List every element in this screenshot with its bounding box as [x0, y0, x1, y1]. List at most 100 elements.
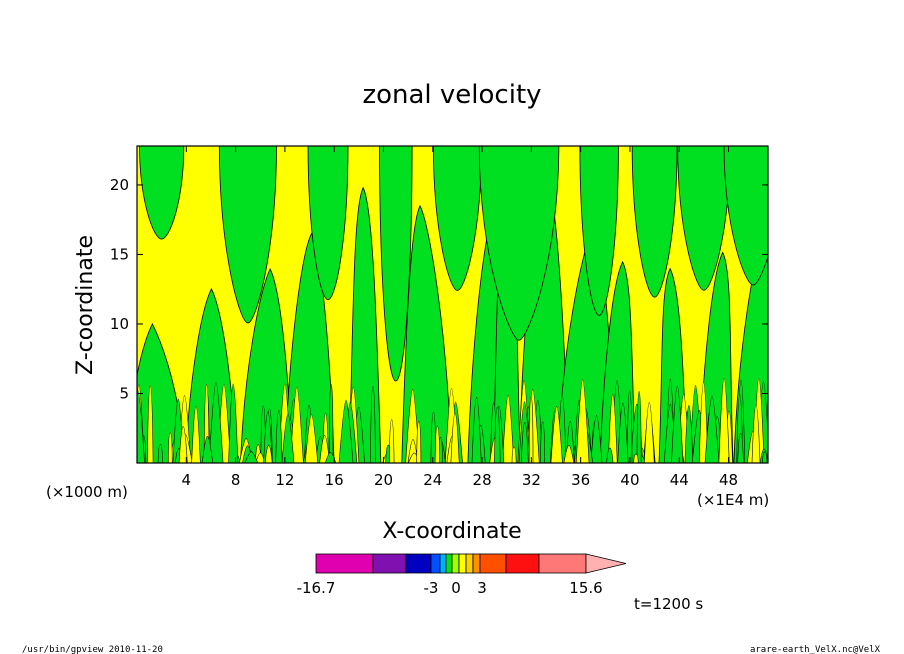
contour-finger	[550, 405, 563, 463]
colorbar-segment	[315, 553, 374, 574]
x-axis-label: X-coordinate	[382, 519, 521, 544]
contour-finger	[338, 399, 354, 463]
contour-finger	[389, 419, 395, 463]
contour-finger	[644, 402, 655, 463]
contour-plume	[599, 260, 636, 463]
plot-frame	[136, 145, 769, 464]
colorbar-segment	[405, 553, 432, 574]
x-tick-label: 12	[275, 471, 294, 489]
x-unit-right: (×1E4 m)	[697, 491, 769, 509]
y-tick-label: 10	[110, 315, 129, 333]
contour-finger	[502, 394, 515, 463]
chart-title: zonal velocity	[362, 80, 541, 110]
x-tick-label: 4	[182, 471, 192, 489]
contour-upper-cell	[218, 146, 277, 324]
contour-upper-cell	[379, 146, 413, 382]
contour-finger	[281, 413, 295, 463]
contour-finger	[228, 383, 239, 463]
contour-finger	[208, 381, 224, 463]
x-tick-label: 8	[231, 471, 241, 489]
colorbar-segment	[538, 553, 587, 574]
x-unit-left: (×1000 m)	[46, 483, 128, 501]
contour-upper-cell	[478, 146, 560, 341]
contour-finger	[704, 395, 720, 463]
colorbar-segment	[505, 553, 540, 574]
contour-finger	[762, 451, 768, 463]
contour-finger	[416, 421, 422, 463]
x-tick-label: 20	[374, 471, 393, 489]
contour-upper-cell	[432, 146, 482, 291]
colorbar-label: 15.6	[569, 579, 602, 597]
time-label: t=1200 s	[634, 595, 703, 613]
contour-finger	[494, 406, 501, 463]
footer-left: /usr/bin/gpview 2010-11-20	[22, 645, 163, 654]
x-tick-label: 32	[522, 471, 541, 489]
contour-finger	[684, 405, 694, 463]
contour-finger	[671, 385, 684, 463]
contour-upper-cell	[579, 146, 619, 316]
contour-finger	[698, 382, 709, 463]
colorbar-arrow	[585, 553, 627, 574]
colorbar-segment	[451, 553, 460, 574]
plot-area	[136, 145, 769, 464]
colorbar	[315, 553, 627, 574]
contour-finger	[520, 422, 529, 463]
contour-upper-cell	[723, 146, 768, 286]
contour-finger	[633, 453, 639, 463]
colorbar-segment	[458, 553, 467, 574]
contour-finger	[264, 445, 273, 463]
contour-finger	[540, 421, 545, 463]
contour-finger	[617, 402, 629, 463]
contour-finger	[178, 426, 188, 463]
colorbar-segment	[430, 553, 441, 574]
x-tick-label: 40	[620, 471, 639, 489]
contour-finger	[324, 452, 337, 463]
contour-field	[137, 146, 768, 463]
contour-finger	[606, 447, 614, 463]
colorbar-label: -3	[424, 579, 439, 597]
x-tick-label: 48	[719, 471, 738, 489]
contour-finger	[157, 443, 163, 463]
x-tick-label: 44	[670, 471, 689, 489]
contour-finger	[511, 446, 517, 463]
contour-finger	[289, 386, 304, 463]
contour-finger	[450, 412, 460, 463]
contour-finger	[275, 409, 283, 463]
colorbar-labels: -16.7 -3 0 3 15.6	[297, 579, 603, 597]
x-tick-label: 28	[473, 471, 492, 489]
colorbar-segment	[445, 553, 453, 574]
contour-finger	[590, 415, 603, 463]
contour-finger	[627, 390, 633, 463]
y-tick-label: 20	[110, 176, 129, 194]
x-tick-label: 24	[423, 471, 442, 489]
contour-finger	[718, 378, 730, 463]
contour-finger	[370, 385, 376, 463]
contour-upper-cell	[307, 146, 349, 301]
contour-finger	[751, 404, 761, 463]
colorbar-segment	[372, 553, 407, 574]
contour-finger	[201, 436, 214, 463]
footer-right: arare-earth_VelX.nc@VelX	[750, 645, 881, 654]
contour-finger	[607, 394, 618, 463]
colorbar-segment	[479, 553, 507, 574]
contour-finger	[528, 396, 534, 463]
contour-upper-cell	[631, 146, 678, 298]
contour-finger	[737, 433, 744, 463]
contour-finger	[137, 390, 145, 463]
contour-upper-cell	[139, 146, 185, 240]
y-tick-label: 5	[119, 384, 129, 402]
contour-finger	[191, 406, 201, 463]
contour-finger	[636, 390, 642, 463]
contour-finger	[563, 445, 575, 463]
contour-finger	[167, 432, 173, 463]
colorbar-segment	[472, 553, 481, 574]
contour-finger	[328, 383, 334, 463]
x-tick-label: 16	[325, 471, 344, 489]
contour-finger	[434, 425, 441, 463]
contour-finger	[244, 451, 259, 463]
colorbar-segment	[465, 553, 474, 574]
contour-finger	[575, 379, 590, 463]
y-axis-label: Z-coordinate	[73, 235, 98, 375]
